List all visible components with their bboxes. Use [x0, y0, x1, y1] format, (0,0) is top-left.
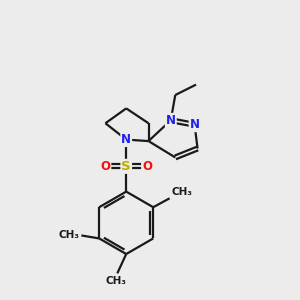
Text: S: S	[122, 160, 131, 173]
Text: N: N	[190, 118, 200, 131]
Text: O: O	[142, 160, 152, 173]
Text: CH₃: CH₃	[59, 230, 80, 241]
Text: N: N	[166, 114, 176, 127]
Text: N: N	[121, 133, 131, 146]
Text: O: O	[100, 160, 110, 173]
Text: CH₃: CH₃	[105, 276, 126, 286]
Text: CH₃: CH₃	[171, 187, 192, 197]
